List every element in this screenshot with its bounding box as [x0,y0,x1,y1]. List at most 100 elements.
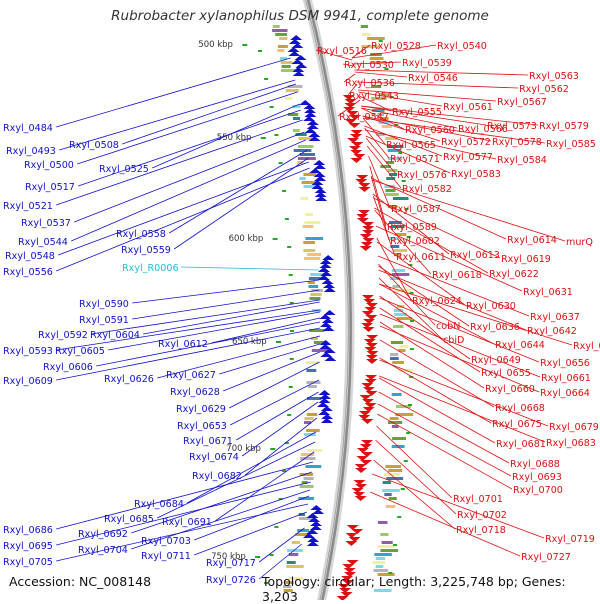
kbp-tick-mark [276,341,281,343]
feature-block-inner [308,285,319,288]
leader-line [56,309,320,351]
left-gene-label: Rxyl_0685 [104,514,154,525]
feature-block-outer [385,465,401,468]
leader-line [173,157,309,250]
leader-line [180,266,319,271]
reverse-gene-arrow [306,120,319,125]
feature-block-inner [310,273,325,276]
minor-tick-inner [264,78,269,80]
feature-block-outer [386,161,395,164]
leader-line [370,175,390,241]
reverse-gene-arrow [319,344,332,349]
forward-gene-arrow [341,576,354,581]
left-gene-label: Rxyl_0592 [38,330,88,341]
kbp-tick-mark [242,44,248,46]
feature-block-inner [293,117,300,120]
feature-block-outer [393,325,404,328]
feature-block-outer [377,573,395,576]
minor-tick-outer [397,516,402,518]
minor-tick-inner [284,442,289,444]
left-gene-label: Rxyl_0705 [3,557,53,568]
reverse-gene-arrow [319,314,332,319]
forward-gene-arrow [361,295,374,300]
leader-line [258,527,305,563]
forward-gene-arrow [339,588,352,593]
leader-line [347,83,358,96]
right-gene-label: cobN [436,321,460,332]
leader-line [373,459,456,530]
left-gene-label: Rxyl_0559 [121,245,171,256]
leader-line [365,137,397,175]
leader-line [375,225,523,292]
feature-block-inner [277,49,285,52]
reverse-gene-arrow [323,283,336,288]
kbp-tick-mark [260,137,266,139]
forward-gene-arrow [359,234,372,239]
right-gene-label: Rxyl_0555 [392,107,442,118]
reverse-gene-arrow [317,402,330,407]
right-gene-label: Rxyl_0702 [457,510,507,521]
right-gene-label: Rxyl_0539 [402,58,452,69]
forward-gene-arrow [362,222,375,227]
leader-line [365,135,451,174]
leader-line [235,391,319,441]
leader-line [371,177,507,240]
feature-block-outer [392,437,406,440]
right-gene-label: Rxyl_0613 [450,250,500,261]
reverse-gene-arrow [323,348,336,353]
feature-block-inner [299,177,306,180]
forward-gene-arrow [356,218,369,223]
feature-block-inner [311,337,319,340]
left-gene-label: Rxyl_0558 [116,229,166,240]
right-gene-label: Rxyl_0585 [546,139,596,150]
feature-block-outer [399,345,409,348]
reverse-gene-arrow [320,406,333,411]
feature-block-group [272,25,414,592]
forward-gene-arrow [347,138,360,143]
leader-line [378,377,496,444]
right-gene-label: Rxyl_0727 [521,552,571,563]
accession-text: Accession: NC_008148 [9,574,152,589]
left-gene-label: Rxyl_0704 [78,545,128,556]
forward-gene-arrow [355,179,368,184]
left-gene-label: Rxyl_0692 [78,529,128,540]
feature-block-inner [280,61,293,64]
feature-block-inner [299,473,313,476]
leader-line [360,105,539,126]
feature-block-outer [386,177,396,180]
feature-block-outer [386,477,404,480]
feature-block-outer [387,149,402,152]
right-gene-label: Rxyl_0631 [523,287,573,298]
feature-block-outer [390,341,404,344]
feature-block-outer [392,285,400,288]
feature-block-outer [372,561,385,564]
leader-line [379,375,546,443]
feature-block-outer [388,421,403,424]
feature-block-inner [300,453,315,456]
right-gene-label: Rxyl_0571 [390,154,440,165]
forward-gene-arrow [350,150,363,155]
reverse-gene-arrow [315,196,328,201]
reverse-gene-arrow [309,521,322,526]
leader-line [378,277,443,340]
leader-line [374,209,432,275]
forward-gene-arrow [365,375,378,380]
reverse-gene-arrow [321,279,334,284]
feature-block-inner [305,465,322,468]
forward-gene-arrow [348,537,361,542]
reverse-gene-arrow [292,71,305,76]
reverse-gene-arrow [319,340,332,345]
right-gene-label: Rxyl_0572 [441,137,491,148]
leader-line [77,91,298,165]
right-gene-label: Rxyl_0644 [495,340,545,351]
right-gene-label: Rxyl_0573 [487,121,537,132]
minor-tick-inner [258,50,262,52]
reverse-gene-arrow [313,172,326,177]
right-gene-label: Rxyl_0560 [405,125,455,136]
feature-block-inner [313,341,328,344]
forward-gene-arrow [346,111,359,116]
minor-tick-inner [282,190,287,192]
leader-line [337,99,361,117]
reverse-gene-arrow [321,414,334,419]
